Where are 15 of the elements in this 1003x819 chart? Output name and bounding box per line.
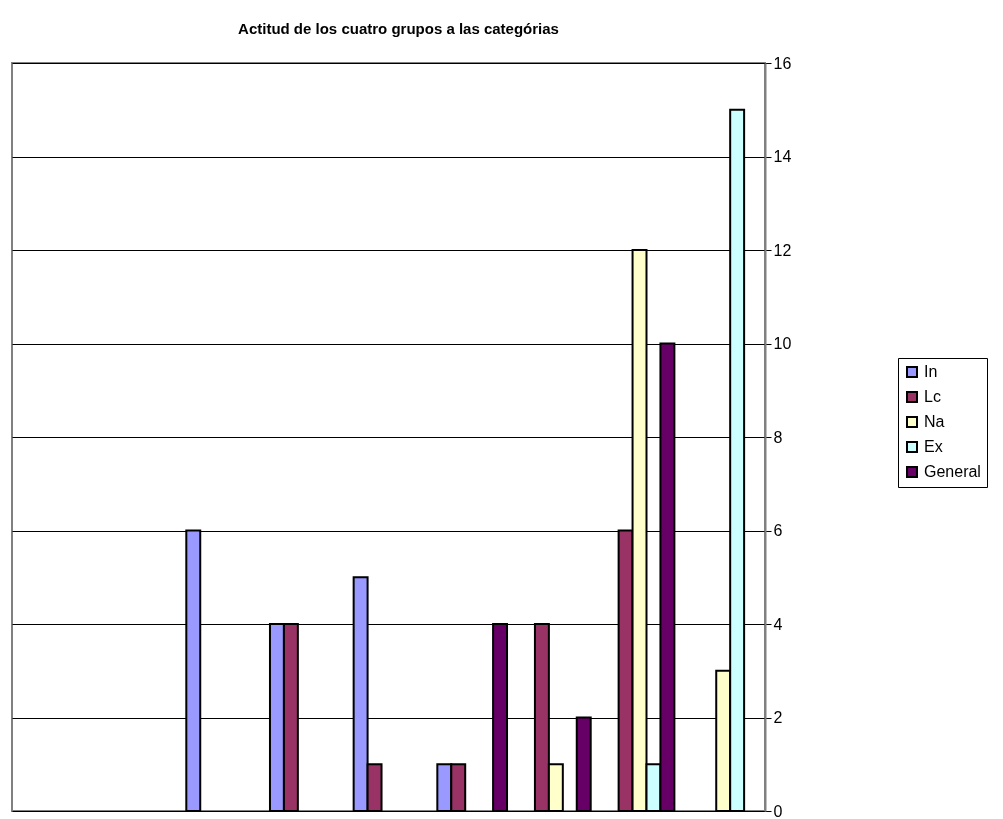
y-tick-label: 2 [773,709,783,726]
y-tick-label: 12 [773,241,792,259]
legend-label: Ex [924,438,943,455]
chart-title: Actitud de los cuatro grupos a las categórias [238,20,559,37]
legend-label: In [924,363,938,380]
y-tick-label: 8 [773,428,783,446]
y-tick-label: 6 [773,522,783,539]
legend-label: Lc [924,388,941,405]
legend-label: Na [924,413,945,430]
y-tick-label: 14 [773,148,792,165]
y-tick-label: 16 [773,54,792,72]
y-tick-label: 0 [773,802,783,819]
y-tick-label: 10 [773,335,792,352]
legend-label: General [924,463,981,480]
y-tick-label: 4 [773,615,783,633]
